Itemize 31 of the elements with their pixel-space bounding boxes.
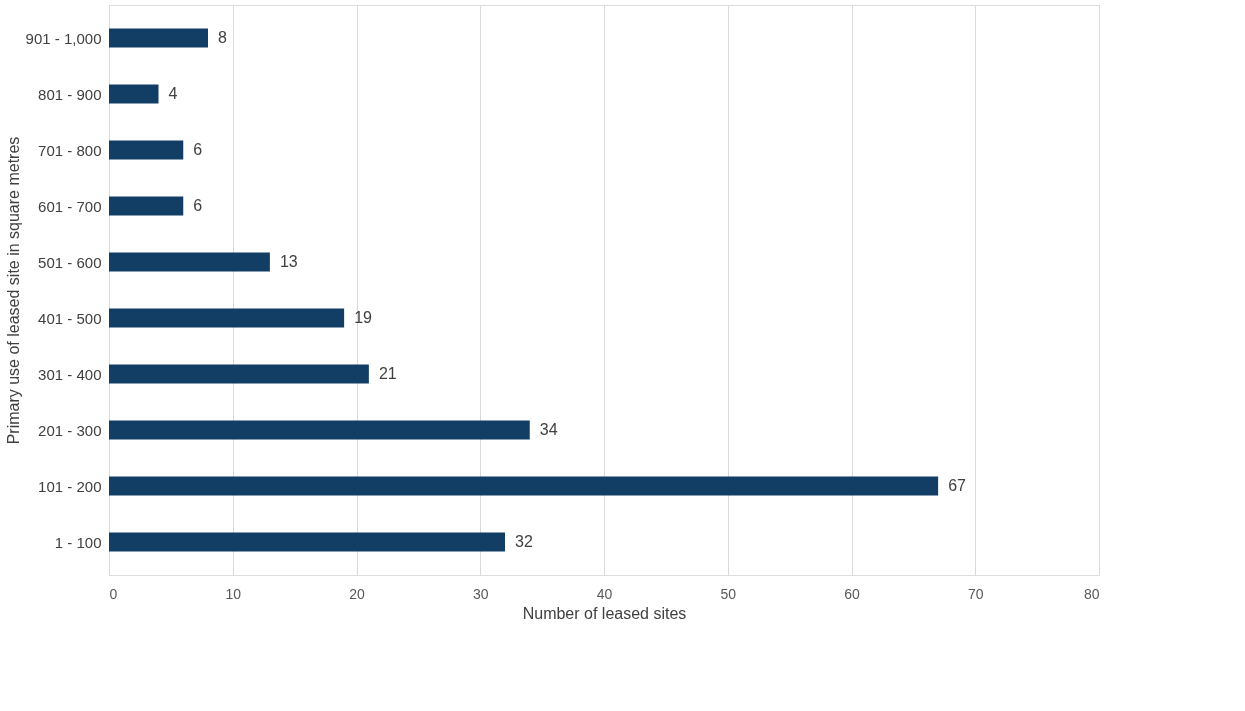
data-label: 8 [218,29,227,46]
x-tick-label: 10 [225,585,242,602]
x-tick-label: 60 [844,585,860,602]
x-tick-label: 70 [967,585,984,602]
data-label: 6 [193,141,203,158]
y-tick-label: 101 - 200 [38,477,102,495]
y-tick-label: 501 - 600 [38,253,102,271]
x-tick-label: 30 [472,585,489,602]
y-tick-label: 301 - 400 [38,365,102,383]
x-tick-label: 80 [1083,585,1100,602]
data-label: 21 [378,365,397,382]
y-tick-label: 801 - 900 [38,85,102,103]
data-label: 19 [354,309,373,326]
data-label: 4 [168,85,178,102]
y-tick-label: 1 - 100 [54,533,102,551]
x-tick-label: 0 [109,585,118,602]
x-axis-title: Number of leased sites [522,604,687,622]
data-label: 6 [193,197,203,214]
x-tick-label: 20 [349,585,365,602]
data-label: 67 [948,477,967,494]
x-tick-label: 40 [596,585,613,602]
y-axis-title: Primary use of leased site in square metres [4,136,22,445]
x-tick-label: 50 [720,585,737,602]
data-label: 34 [539,421,558,438]
y-tick-label: 701 - 800 [38,141,102,159]
y-tick-label: 601 - 700 [38,197,102,215]
y-tick-label: 401 - 500 [38,309,102,327]
y-tick-label: 201 - 300 [38,421,102,439]
y-tick-label: 901 - 1,000 [25,29,102,47]
data-label: 32 [515,533,533,550]
data-label: 13 [279,253,298,270]
